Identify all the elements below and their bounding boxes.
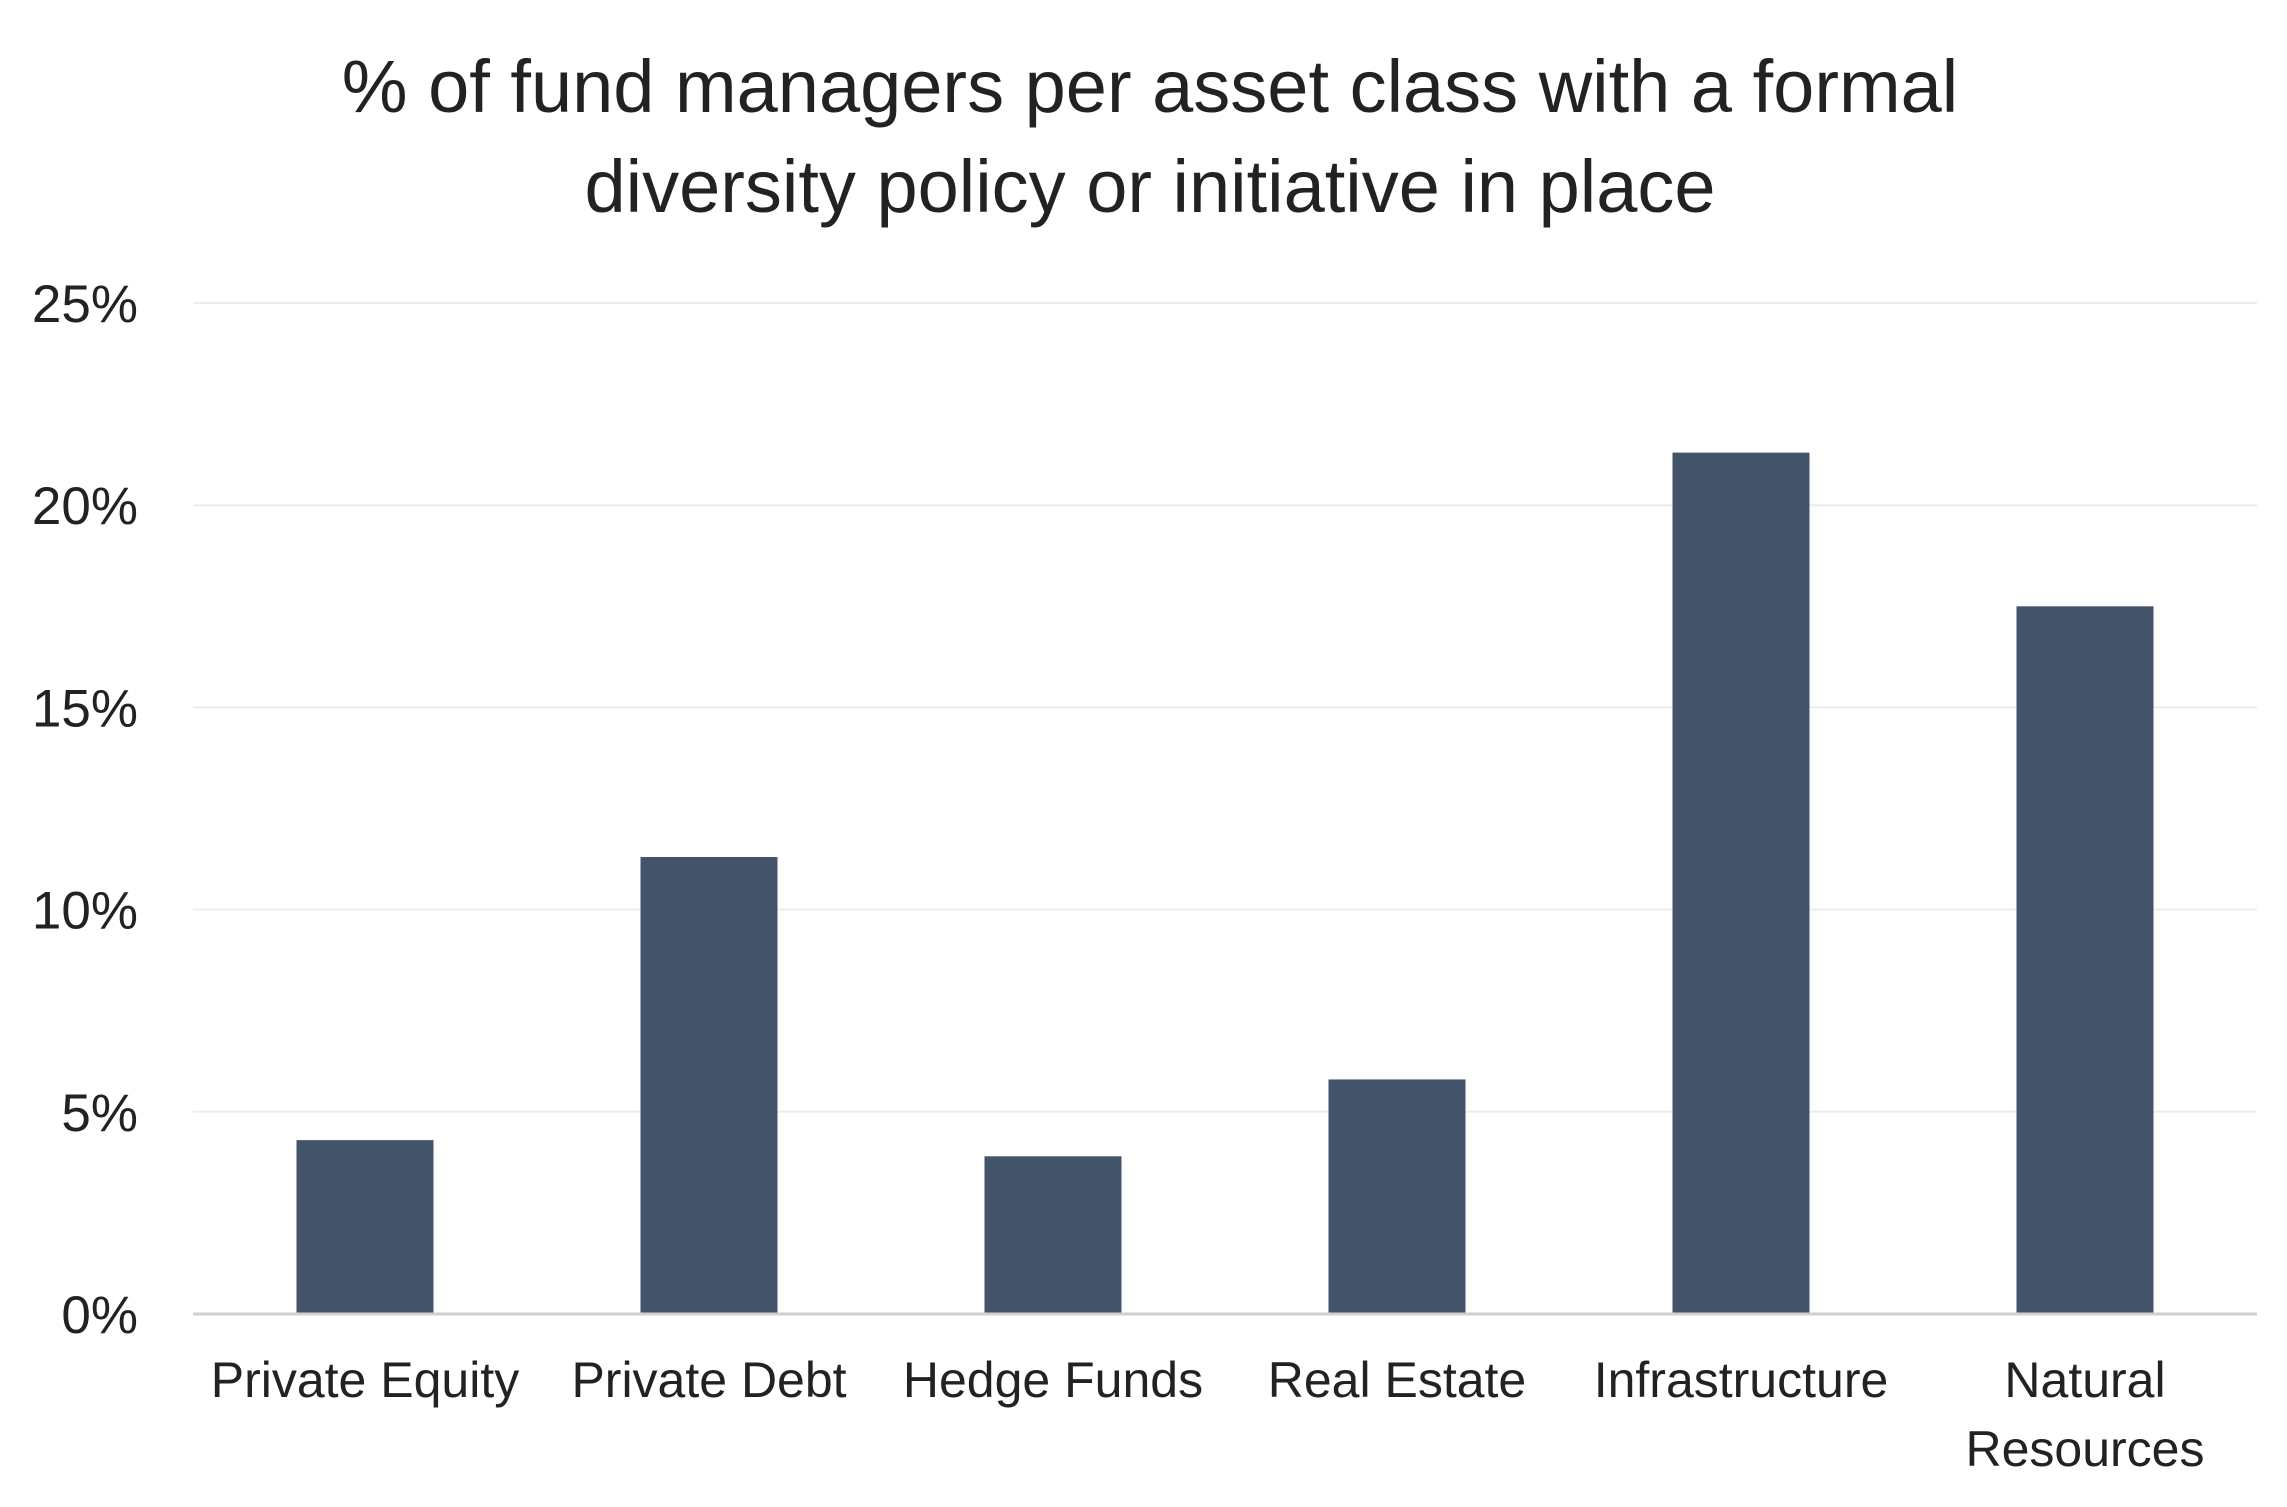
x-category-label: Infrastructure	[1594, 1352, 1889, 1408]
x-category-label: Real Estate	[1268, 1352, 1526, 1408]
y-tick-label: 0%	[61, 1286, 138, 1345]
bar	[1672, 452, 1810, 1314]
y-tick-label: 15%	[32, 679, 138, 738]
y-tick-label: 20%	[32, 477, 138, 536]
bars	[296, 452, 2154, 1314]
y-axis-tick-labels: 0% 5% 10% 15% 20% 25%	[32, 275, 138, 1345]
chart-title-line-2: diversity policy or initiative in place	[584, 145, 1715, 228]
y-tick-label: 5%	[61, 1084, 138, 1143]
gridlines	[193, 302, 2257, 1113]
bar	[1328, 1079, 1466, 1314]
x-category-label: Private Equity	[211, 1352, 519, 1408]
chart-title: % of fund managers per asset class with …	[342, 45, 1958, 228]
x-category-label: Resources	[1966, 1421, 2205, 1477]
x-axis-category-labels: Private Equity Private Debt Hedge Funds Rea…	[211, 1352, 2205, 1477]
x-category-label: Natural	[2004, 1352, 2165, 1408]
bar	[296, 1140, 434, 1314]
y-tick-label: 25%	[32, 275, 138, 334]
bar	[984, 1156, 1122, 1314]
x-category-label: Private Debt	[571, 1352, 846, 1408]
x-category-label: Hedge Funds	[903, 1352, 1203, 1408]
bar	[2016, 606, 2154, 1314]
bar	[640, 857, 778, 1314]
y-tick-label: 10%	[32, 882, 138, 941]
chart-title-line-1: % of fund managers per asset class with …	[342, 45, 1958, 128]
